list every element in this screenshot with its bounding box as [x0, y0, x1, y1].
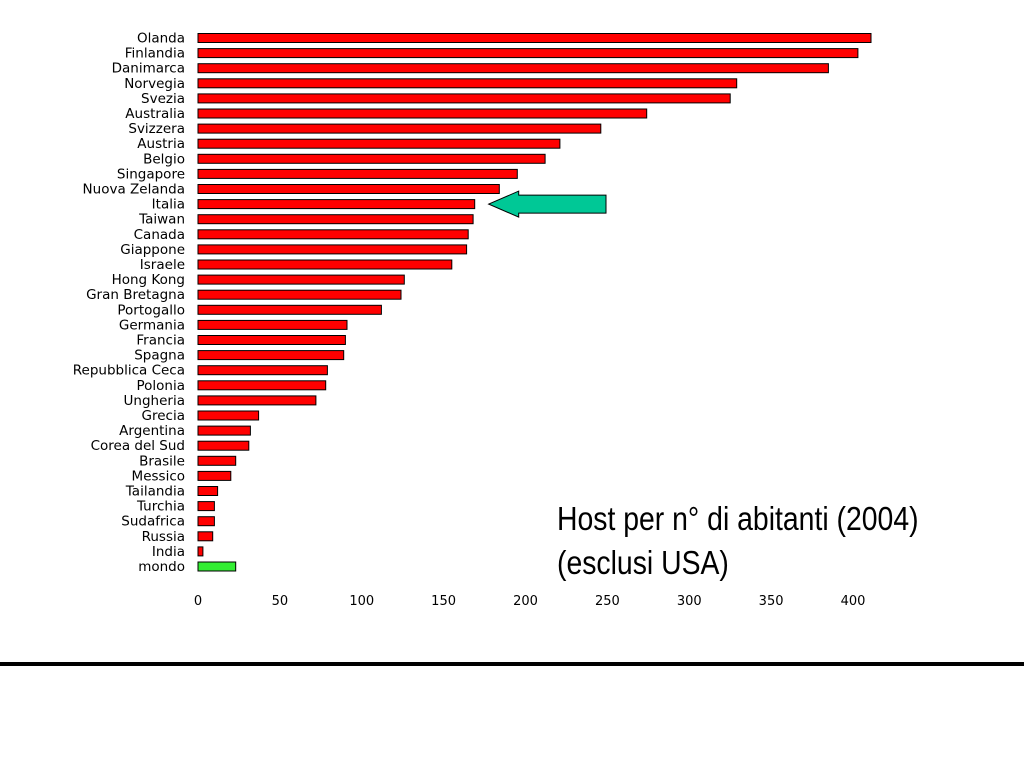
bar-australia [197, 108, 648, 119]
bar-svizzera [197, 123, 602, 134]
category-label-mondo: mondo [138, 559, 185, 575]
x-tick-label-150: 150 [431, 594, 456, 609]
category-label-francia: Francia [136, 333, 185, 349]
x-tick-label-200: 200 [513, 594, 538, 609]
caption-line-1: Host per n° di abitanti (2004) [557, 500, 919, 537]
category-label-svizzera: Svizzera [128, 121, 185, 137]
category-label-sudafrica: Sudafrica [121, 514, 185, 530]
bar-messico [197, 470, 232, 481]
category-label-spagna: Spagna [134, 348, 185, 364]
x-tick-label-300: 300 [677, 594, 702, 609]
bar-austria [197, 138, 561, 149]
category-label-israele: Israele [140, 257, 185, 273]
bar-canada [197, 229, 469, 240]
category-label-argentina: Argentina [119, 423, 185, 439]
x-tick-label-350: 350 [759, 594, 784, 609]
category-label-canada: Canada [134, 227, 185, 243]
category-label-olanda: Olanda [137, 31, 185, 47]
bar-turchia [197, 501, 215, 512]
x-tick-label-250: 250 [595, 594, 620, 609]
bottom-divider [0, 662, 1024, 666]
category-label-austria: Austria [137, 136, 185, 152]
bar-nuova-zelanda [197, 184, 500, 194]
category-label-portogallo: Portogallo [117, 302, 185, 318]
bar-portogallo [197, 304, 382, 315]
category-label-svezia: Svezia [141, 91, 185, 107]
category-label-corea-del-sud: Corea del Sud [91, 438, 185, 454]
bar-danimarca [197, 63, 829, 74]
bar-grecia [197, 410, 260, 421]
category-label-giappone: Giappone [120, 242, 185, 258]
category-label-polonia: Polonia [136, 378, 185, 394]
bar-svezia [197, 93, 731, 104]
bar-francia [197, 335, 346, 345]
bar-argentina [197, 425, 251, 436]
caption-line-2: (esclusi USA) [557, 544, 729, 581]
x-tick-label-100: 100 [349, 594, 374, 609]
category-label-russia: Russia [142, 529, 185, 545]
bar-repubblica-ceca [197, 365, 328, 376]
bar-india [197, 546, 204, 557]
category-label-repubblica-ceca: Repubblica Ceca [73, 363, 185, 379]
x-axis-ticks-group: 0 50 100 150 200 250 300 350 400 [194, 594, 866, 609]
x-tick-label-0: 0 [194, 594, 202, 609]
category-label-india: India [152, 544, 185, 560]
category-label-italia: Italia [152, 197, 185, 213]
bar-olanda [197, 33, 872, 43]
bar-hong-kong [197, 274, 405, 285]
bar-corea-del-sud [197, 440, 250, 451]
category-label-norvegia: Norvegia [124, 76, 185, 92]
category-label-tailandia: Tailandia [125, 484, 185, 500]
category-label-nuova-zelanda: Nuova Zelanda [83, 182, 185, 198]
x-tick-label-50: 50 [272, 594, 289, 609]
category-label-grecia: Grecia [142, 408, 185, 424]
category-label-australia: Australia [125, 106, 185, 122]
category-label-germania: Germania [119, 317, 185, 333]
category-label-brasile: Brasile [139, 453, 185, 469]
category-label-danimarca: Danimarca [112, 61, 185, 77]
bar-polonia [197, 380, 327, 391]
bar-gran-bretagna [197, 289, 402, 300]
category-labels-group: OlandaFinlandiaDanimarcaNorvegiaSveziaAu… [73, 31, 185, 576]
bar-brasile [197, 455, 237, 466]
bar-spagna [197, 350, 345, 361]
highlight-arrow-icon [487, 190, 607, 218]
category-label-ungheria: Ungheria [124, 393, 185, 409]
bar-italia [197, 199, 476, 210]
bar-giappone [197, 244, 468, 255]
bar-ungheria [197, 395, 317, 406]
category-label-taiwan: Taiwan [138, 212, 185, 228]
annotation-group [487, 190, 607, 218]
bar-germania [197, 319, 348, 330]
bar-singapore [197, 168, 518, 179]
x-tick-label-400: 400 [841, 594, 866, 609]
category-label-turchia: Turchia [136, 499, 185, 515]
category-label-hong-kong: Hong Kong [112, 272, 185, 288]
bar-finlandia [197, 48, 859, 59]
category-label-belgio: Belgio [143, 151, 185, 167]
bar-russia [197, 531, 214, 542]
category-label-gran-bretagna: Gran Bretagna [86, 287, 185, 303]
bar-taiwan [197, 214, 474, 225]
category-label-finlandia: Finlandia [125, 46, 185, 62]
bar-mondo [197, 561, 237, 572]
category-label-singapore: Singapore [117, 166, 185, 182]
category-label-messico: Messico [132, 468, 185, 484]
bars-group [197, 33, 872, 572]
chart-caption: Host per n° di abitanti (2004) (esclusi … [557, 497, 919, 585]
bar-israele [197, 259, 453, 270]
bar-belgio [197, 153, 546, 164]
bar-norvegia [197, 78, 738, 89]
bar-tailandia [197, 486, 219, 496]
bar-sudafrica [197, 516, 215, 527]
